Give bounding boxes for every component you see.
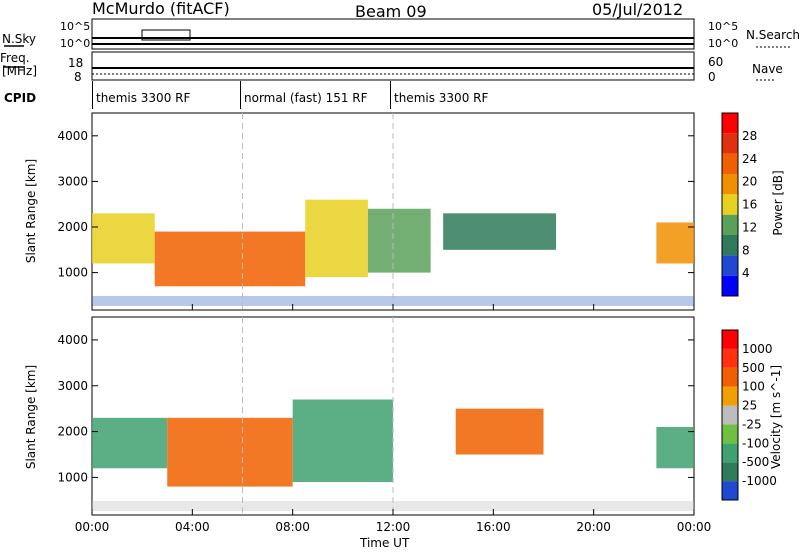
velocity-ytick-label-1: 3000 bbox=[57, 379, 88, 393]
power-colorbar-tick-0: 28 bbox=[742, 129, 757, 143]
velocity-colorbar-bin-0 bbox=[722, 481, 738, 500]
power-ground-band bbox=[92, 296, 694, 306]
power-colorbar-tick-2: 20 bbox=[742, 175, 757, 189]
power-colorbar-tick-5: 8 bbox=[742, 243, 750, 257]
velocity-colorbar-tick-1: 500 bbox=[742, 361, 765, 375]
power-colorbar-tick-6: 4 bbox=[742, 266, 750, 280]
power-colorbar-bin-7 bbox=[722, 133, 738, 154]
velocity-colorbar-tick-2: 100 bbox=[742, 380, 765, 394]
nsearch-tick-bottom: 10^0 bbox=[708, 37, 739, 50]
power-colorbar-bin-4 bbox=[722, 194, 738, 215]
velocity-colorbar-label: Velocity [m s^-1] bbox=[769, 364, 783, 470]
nsky-tick-top: 10^5 bbox=[60, 20, 91, 33]
velocity-heatmap bbox=[91, 316, 739, 516]
power-ylabel: Slant Range [km] bbox=[24, 158, 38, 264]
velocity-region-3 bbox=[455, 408, 544, 455]
power-colorbar-bin-5 bbox=[722, 174, 738, 195]
power-colorbar-bin-0 bbox=[722, 275, 738, 296]
velocity-region-1 bbox=[167, 417, 293, 487]
velocity-colorbar-bin-6 bbox=[722, 367, 738, 387]
velocity-colorbar-bin-2 bbox=[722, 443, 738, 463]
cpid-segment-3: themis 3300 RF bbox=[390, 81, 690, 109]
freq-tick-top: 18 bbox=[68, 56, 84, 70]
power-ytick-label-3: 1000 bbox=[57, 266, 88, 280]
power-colorbar-label: Power [dB] bbox=[771, 170, 785, 236]
power-colorbar-tick-4: 12 bbox=[742, 220, 757, 234]
velocity-colorbar-frame bbox=[721, 329, 739, 501]
velocity-colorbar-tick-7: -1000 bbox=[742, 474, 777, 488]
power-heatmap bbox=[91, 112, 739, 311]
nave-tick-bottom: 0 bbox=[708, 70, 716, 84]
xtick-label-4: 16:00 bbox=[476, 520, 511, 534]
cpid-label: CPID bbox=[4, 91, 37, 105]
velocity-colorbar-tick-4: -25 bbox=[742, 417, 762, 431]
velocity-ytick-label-3: 1000 bbox=[57, 470, 88, 484]
xaxis-label: Time UT bbox=[360, 536, 410, 550]
nsearch-tick-top: 10^5 bbox=[708, 20, 739, 33]
velocity-colorbar-bin-5 bbox=[722, 386, 738, 406]
date-title: 05/Jul/2012 bbox=[592, 0, 684, 19]
power-region-5 bbox=[656, 222, 694, 264]
xtick-label-6: 00:00 bbox=[677, 520, 712, 534]
power-colorbar-bin-3 bbox=[722, 214, 738, 235]
nsearch-label: N.Search bbox=[746, 28, 800, 42]
power-region-2 bbox=[305, 199, 368, 278]
velocity-colorbar-tick-0: 1000 bbox=[742, 342, 773, 356]
velocity-colorbar-bin-1 bbox=[722, 462, 738, 482]
xtick-label-2: 08:00 bbox=[275, 520, 310, 534]
velocity-colorbar-bin-4 bbox=[722, 405, 738, 425]
cpid-segment-1: themis 3300 RF bbox=[92, 81, 240, 109]
nave-tick-top: 60 bbox=[708, 55, 724, 69]
velocity-colorbar-bin-7 bbox=[722, 348, 738, 368]
xtick-label-3: 12:00 bbox=[376, 520, 411, 534]
velocity-ground-band bbox=[92, 501, 694, 511]
power-colorbar-bin-1 bbox=[722, 255, 738, 276]
power-ytick-label-2: 2000 bbox=[57, 220, 88, 234]
power-ytick-label-1: 3000 bbox=[57, 174, 88, 188]
xtick-label-5: 20:00 bbox=[576, 520, 611, 534]
velocity-colorbar-bin-8 bbox=[722, 330, 738, 349]
xtick-label-1: 04:00 bbox=[175, 520, 210, 534]
velocity-region-4 bbox=[656, 427, 694, 469]
nsky-burst bbox=[141, 29, 191, 41]
freq-tick-bottom: 8 bbox=[74, 70, 82, 84]
freq-label: Freq. bbox=[0, 51, 30, 65]
velocity-ylabel: Slant Range [km] bbox=[24, 364, 38, 470]
cpid-segment-2: normal (fast) 151 RF bbox=[240, 81, 390, 109]
beam-title: Beam 09 bbox=[355, 2, 427, 21]
power-colorbar-bin-8 bbox=[722, 113, 738, 134]
power-colorbar-tick-3: 16 bbox=[742, 198, 757, 212]
power-region-1 bbox=[154, 231, 306, 287]
velocity-region-2 bbox=[292, 399, 393, 482]
velocity-colorbar-tick-5: -100 bbox=[742, 436, 769, 450]
velocity-colorbar-tick-6: -500 bbox=[742, 455, 769, 469]
velocity-colorbar-tick-3: 25 bbox=[742, 399, 757, 413]
nave-label: Nave bbox=[752, 62, 783, 76]
power-colorbar-bin-2 bbox=[722, 235, 738, 256]
velocity-colorbar-bin-3 bbox=[722, 424, 738, 444]
power-region-3 bbox=[367, 208, 431, 273]
power-colorbar-tick-1: 24 bbox=[742, 152, 757, 166]
station-title: McMurdo (fitACF) bbox=[92, 0, 230, 18]
power-colorbar-frame bbox=[721, 112, 739, 297]
freq-panel-frame bbox=[91, 51, 695, 81]
velocity-region-0 bbox=[92, 417, 168, 469]
nsky-label: N.Sky bbox=[2, 32, 37, 46]
power-ytick-label-0: 4000 bbox=[57, 129, 88, 143]
power-region-4 bbox=[443, 213, 557, 250]
nsky-tick-bottom: 10^0 bbox=[60, 37, 91, 50]
velocity-ytick-label-2: 2000 bbox=[57, 425, 88, 439]
power-region-0 bbox=[92, 213, 155, 264]
xtick-label-0: 00:00 bbox=[75, 520, 110, 534]
nsky-panel-frame bbox=[91, 18, 695, 50]
velocity-ytick-label-0: 4000 bbox=[57, 333, 88, 347]
power-colorbar-bin-6 bbox=[722, 153, 738, 174]
